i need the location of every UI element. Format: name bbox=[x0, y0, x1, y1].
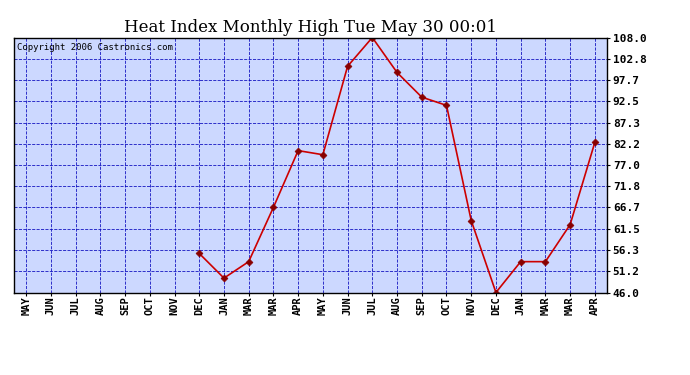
Text: Copyright 2006 Castronics.com: Copyright 2006 Castronics.com bbox=[17, 43, 172, 52]
Title: Heat Index Monthly High Tue May 30 00:01: Heat Index Monthly High Tue May 30 00:01 bbox=[124, 19, 497, 36]
